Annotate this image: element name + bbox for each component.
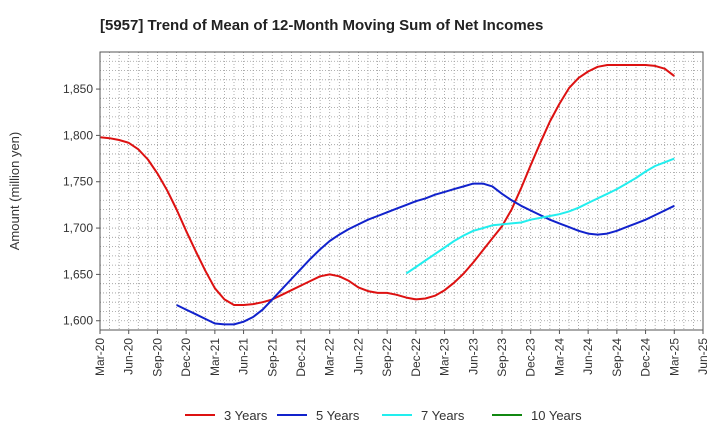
y-tick-label: 1,800 — [63, 128, 93, 142]
x-tick-label: Dec-21 — [294, 338, 308, 377]
x-tick-label: Jun-25 — [696, 338, 710, 375]
plot-area — [99, 51, 704, 331]
legend-label-4: 10 Years — [531, 408, 582, 423]
x-tick-label: Sep-22 — [380, 338, 394, 377]
y-tick-label: 1,750 — [63, 175, 93, 189]
series-line-2 — [176, 182, 675, 326]
y-axis-ticks: 1,600 1,650 1,700 1,750 1,800 1,850 — [63, 82, 100, 328]
y-tick-label: 1,700 — [63, 221, 93, 235]
y-axis-label: Amount (million yen) — [7, 132, 22, 251]
x-tick-label: Dec-20 — [179, 338, 193, 377]
x-tick-label: Dec-22 — [409, 338, 423, 377]
x-tick-label: Sep-21 — [265, 338, 279, 377]
y-tick-label: 1,650 — [63, 267, 93, 281]
x-tick-label: Mar-21 — [208, 338, 222, 376]
x-tick-label: Dec-24 — [639, 338, 653, 377]
series-line-1 — [99, 64, 675, 306]
x-tick-label: Mar-22 — [323, 338, 337, 376]
x-tick-label: Jun-23 — [466, 338, 480, 375]
y-tick-label: 1,850 — [63, 82, 93, 96]
legend: 3 Years 5 Years 7 Years 10 Years — [185, 408, 582, 423]
legend-label-2: 5 Years — [316, 408, 360, 423]
x-tick-label: Sep-20 — [150, 338, 164, 377]
grid-lines — [100, 52, 703, 330]
x-tick-label: Jun-24 — [581, 338, 595, 375]
x-tick-label: Mar-24 — [552, 338, 566, 376]
x-tick-label: Dec-23 — [524, 338, 538, 377]
x-tick-label: Mar-20 — [93, 338, 107, 376]
plot-border — [99, 51, 704, 331]
x-tick-label: Jun-22 — [351, 338, 365, 375]
x-tick-label: Sep-23 — [495, 338, 509, 377]
x-axis-ticks: Mar-20 Jun-20 Sep-20 Dec-20 Mar-21 Jun-21 Sep-… — [93, 330, 710, 377]
legend-label-3: 7 Years — [421, 408, 465, 423]
x-tick-label: Mar-23 — [438, 338, 452, 376]
x-tick-label: Sep-24 — [610, 338, 624, 377]
chart-title: [5957] Trend of Mean of 12-Month Moving … — [100, 17, 543, 34]
y-tick-label: 1,600 — [63, 314, 93, 328]
series-line-3 — [405, 157, 675, 275]
x-tick-label: Jun-21 — [237, 338, 251, 375]
x-tick-label: Mar-25 — [667, 338, 681, 376]
series-lines — [99, 64, 675, 326]
legend-label-1: 3 Years — [224, 408, 268, 423]
x-tick-label: Jun-20 — [122, 338, 136, 375]
